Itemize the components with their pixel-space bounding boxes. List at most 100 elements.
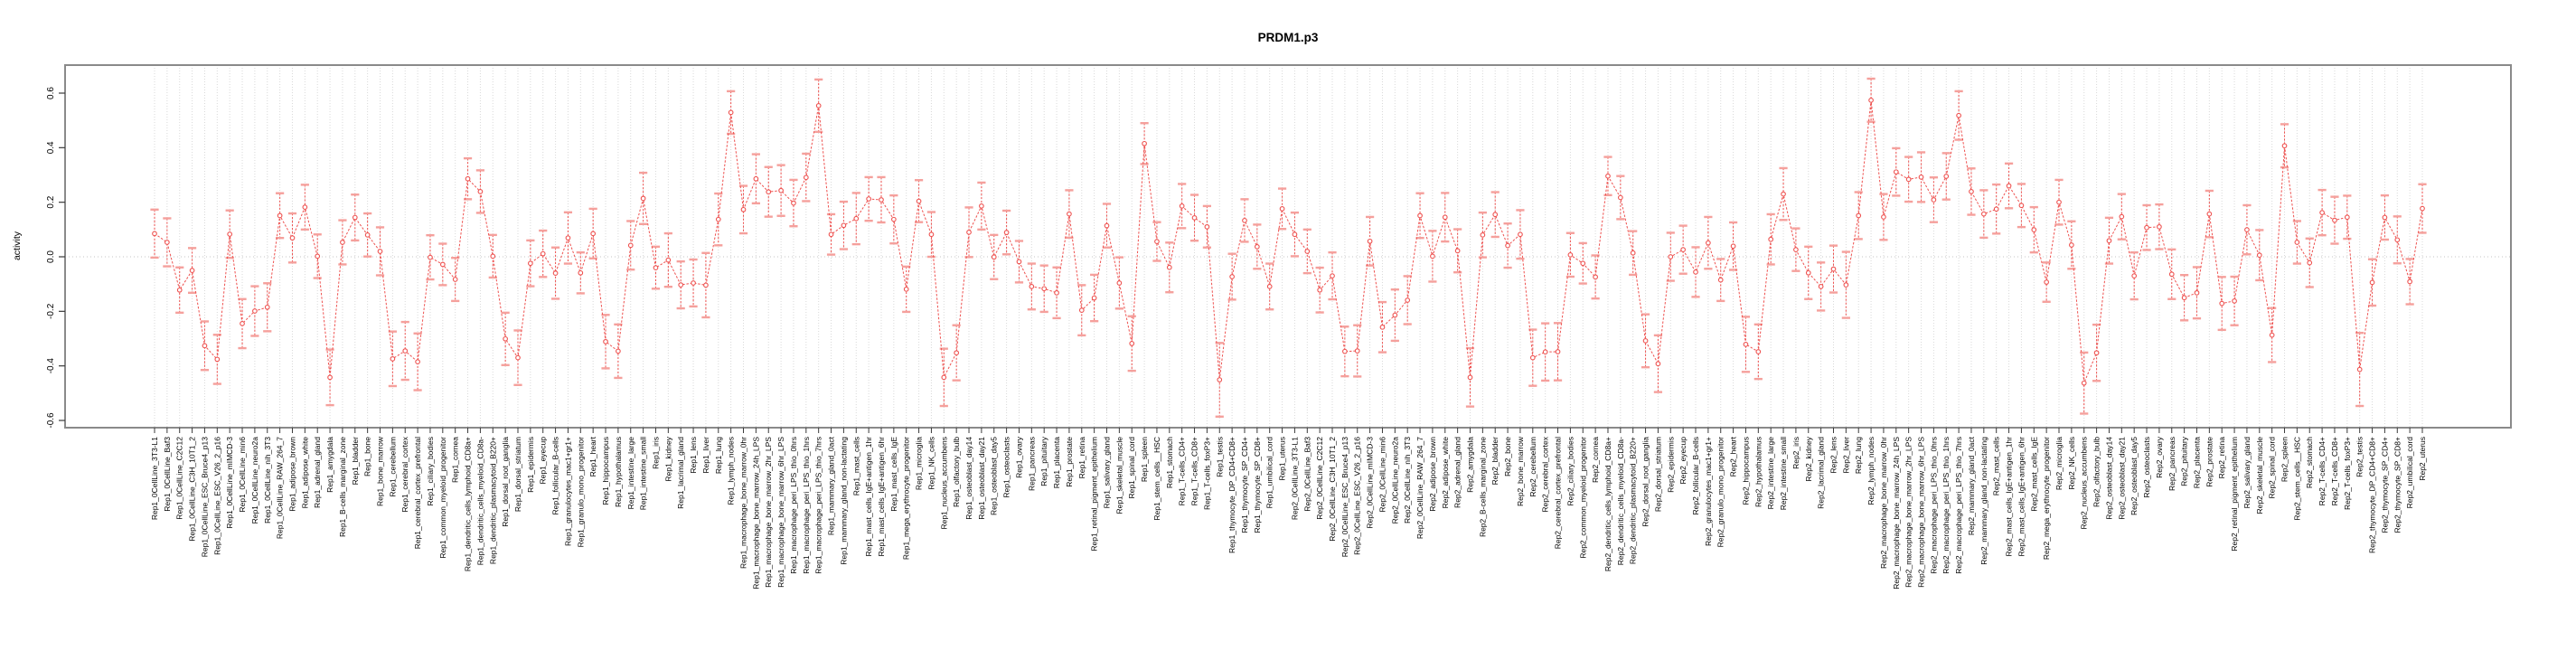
data-point	[1166, 264, 1172, 270]
x-tick-label: Rep2_T-cells_foxP3+	[2343, 437, 2352, 510]
data-point	[1266, 284, 1273, 289]
x-tick-label: Rep2_umbilical_cord	[2405, 437, 2414, 509]
data-point	[340, 240, 345, 245]
x-tick-label: Rep2_retinal_pigment_epithelium	[2230, 437, 2239, 552]
data-point	[1518, 231, 1523, 238]
data-point	[2031, 227, 2037, 232]
x-tick-label: Rep1_granulo_mono_progenitor	[576, 437, 585, 548]
x-tick-label: Rep1_cerebellum	[388, 437, 397, 497]
x-tick-label: Rep1_macrophage_peri_LPS_thio_1hrs	[802, 437, 811, 574]
x-tick-label: Rep2_skeletal_muscle	[2255, 437, 2264, 514]
x-tick-label: Rep1_adrenal_gland	[313, 437, 322, 508]
x-tick-label: Rep1_mast_cells_IgE+antigen_6hr	[877, 437, 886, 557]
x-tick-label: Rep2_lung	[1854, 437, 1863, 474]
x-tick-label: Rep1_0CellLine_RAW_264_7	[276, 437, 285, 539]
data-point	[1505, 242, 1510, 249]
data-point	[991, 254, 997, 260]
data-point	[1555, 349, 1561, 354]
data-point	[1129, 341, 1135, 346]
data-point	[803, 175, 809, 181]
x-tick-label: Rep1_umbilical_cord	[1265, 437, 1274, 509]
x-tick-label: Rep1_stem_cells__HSC	[1152, 437, 1161, 521]
x-tick-label: Rep1_eyecup	[539, 437, 548, 485]
x-tick-label: Rep2_spinal_cord	[2268, 437, 2277, 499]
x-tick-label: Rep1_follicular_B-cells	[551, 437, 560, 514]
data-point	[1217, 377, 1223, 382]
data-point	[2420, 205, 2425, 212]
data-point	[1781, 191, 1786, 197]
data-point	[841, 222, 847, 229]
y-tick-label: 0.6	[46, 87, 56, 99]
data-point	[2394, 237, 2401, 243]
data-point	[2056, 199, 2062, 205]
data-point	[2044, 279, 2049, 285]
data-point	[152, 231, 157, 237]
data-point	[2232, 298, 2237, 304]
x-tick-label: Rep2_hippocampus	[1741, 437, 1750, 505]
x-tick-label: Rep1_microglia	[915, 437, 924, 490]
data-point	[439, 261, 446, 268]
data-point	[1330, 273, 1335, 278]
x-tick-label: Rep2_0CellLine_Baf3	[1302, 437, 1312, 512]
data-point	[1655, 361, 1661, 367]
data-point	[1029, 284, 1035, 289]
y-axis-label: activity	[12, 231, 23, 260]
data-point	[1755, 349, 1762, 354]
x-tick-label: Rep1_NK_cells	[926, 437, 935, 490]
data-point	[390, 355, 396, 362]
data-point	[1367, 238, 1373, 244]
data-point	[1993, 206, 1999, 212]
x-tick-label: Rep1_B-cells_marginal_zone	[338, 437, 347, 537]
data-point	[578, 269, 584, 276]
x-tick-label: Rep2_cerebral_cortex_prefrontal	[1554, 437, 1563, 549]
x-tick-label: Rep2_osteoblast_day5	[2129, 437, 2139, 515]
x-tick-label: Rep1_mega_erythrocyte_progenitor	[902, 437, 911, 560]
data-point	[1818, 284, 1824, 289]
data-point	[2144, 224, 2149, 231]
data-point	[1969, 189, 1974, 194]
data-point	[1730, 243, 1736, 250]
x-tick-label: Rep1_macrophage_bone_marrow_24h_LPS	[751, 437, 760, 590]
x-tick-label: Rep2_olfactory_bulb	[2092, 437, 2101, 507]
x-tick-label: Rep2_0CellLine_ESC_V26_2_p16	[1353, 437, 1362, 555]
x-tick-label: Rep1_osteoclasts	[1002, 437, 1011, 498]
data-point	[1605, 173, 1611, 179]
data-point	[1067, 211, 1072, 217]
x-tick-label: Rep1_0CellLine_mIMCD-3	[225, 437, 234, 529]
data-point	[1454, 248, 1461, 254]
x-tick-label: Rep1_macrophage_bone_marrow_0hr	[739, 437, 748, 569]
data-point	[176, 287, 183, 293]
x-tick-label: Rep2_stomach	[2305, 437, 2314, 488]
data-point	[1016, 259, 1022, 265]
data-point	[928, 231, 935, 238]
x-tick-label: Rep1_mast_cells_IgE+antigen_1hr	[864, 437, 873, 557]
x-tick-label: Rep1_olfactory_bulb	[952, 437, 961, 507]
x-tick-label: Rep2_mega_erythrocyte_progenitor	[2042, 437, 2051, 560]
data-point	[1242, 218, 1247, 223]
x-tick-label: Rep1_0CellLine_ESC_V26_2_p16	[212, 437, 221, 555]
data-point	[1717, 277, 1724, 283]
x-tick-label: Rep2_0CellLine_RAW_264_7	[1415, 437, 1424, 539]
x-tick-label: Rep1_dendritic_plasmacytoid_B220+	[488, 437, 497, 564]
x-tick-label: Rep2_0CellLine_ESC_Bruce4_p13	[1340, 437, 1349, 558]
x-tick-label: Rep1_lacrimal_gland	[676, 437, 685, 509]
data-point	[2219, 300, 2225, 307]
axes: -0.6 -0.4 -0.2 0.0 0.2 0.4 0.6 Rep1_0CellLine_3…	[46, 64, 2512, 590]
x-tick-label: Rep2_pancreas	[2167, 437, 2176, 491]
data-point	[1054, 289, 1059, 296]
x-tick-label: Rep1_macrophage_bone_marrow_2hr_LPS	[764, 437, 773, 588]
data-series	[150, 77, 2427, 418]
x-tick-label: Rep2_follicular_B-cells	[1691, 437, 1700, 514]
data-point	[1980, 211, 1987, 217]
x-tick-label: Rep1_0CellLine_Baf3	[163, 437, 172, 512]
data-point	[766, 189, 772, 195]
x-tick-label: Rep1_prostate	[1065, 437, 1074, 487]
data-point	[1668, 254, 1674, 259]
data-point	[477, 189, 484, 194]
x-tick-label: Rep1_T-cells_CD4+	[1178, 437, 1187, 505]
x-tick-label: Rep2_mammary_gland_0act	[1967, 436, 1976, 535]
data-point	[603, 338, 608, 344]
x-tick-label: Rep2_mast_cells_IgE	[2029, 437, 2038, 512]
data-point	[490, 253, 496, 259]
